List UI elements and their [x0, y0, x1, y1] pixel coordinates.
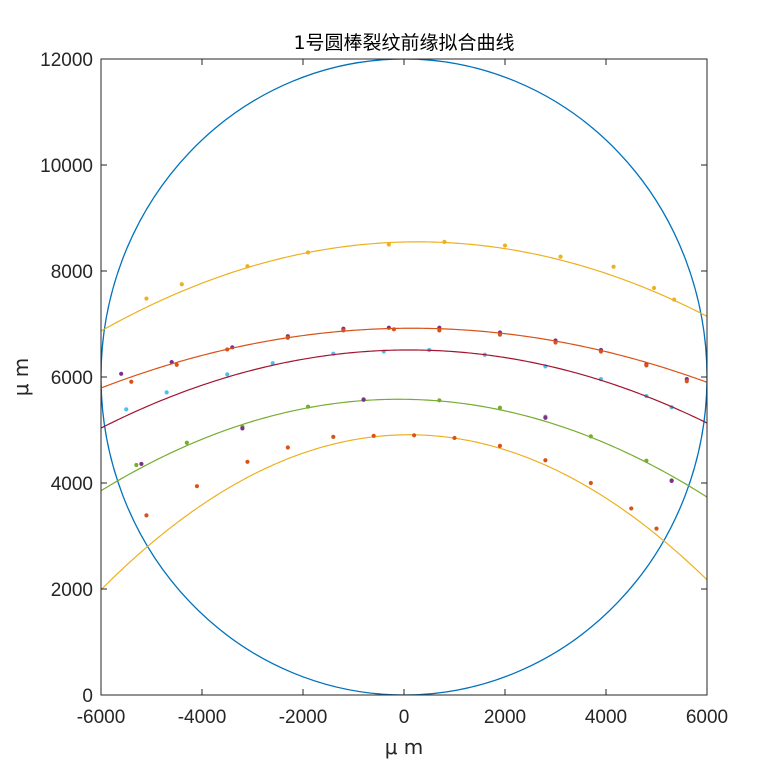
x-axis-label: μ m	[385, 735, 424, 759]
x-tick-label: 6000	[686, 707, 728, 728]
data-point-1-2	[179, 282, 184, 287]
data-point-1-1	[144, 296, 149, 301]
data-point-1-5	[386, 242, 391, 247]
data-point-1-10	[651, 285, 657, 291]
data-point-6-6	[437, 398, 442, 403]
data-point-8-13	[654, 526, 659, 531]
data-point-3-6	[391, 327, 396, 332]
y-tick-label: 10000	[40, 156, 93, 177]
y-tick-label: 12000	[40, 50, 93, 71]
data-point-4-2	[164, 390, 169, 395]
data-point-3-7	[437, 328, 442, 333]
fit-curve-6	[101, 398, 707, 498]
data-point-8-1	[144, 513, 149, 518]
data-point-8-4	[285, 445, 290, 450]
x-tick-label: -6000	[77, 707, 126, 728]
y-tick-label: 6000	[51, 368, 93, 389]
data-point-3-12	[684, 379, 689, 384]
y-tick-label: 8000	[51, 262, 93, 283]
data-point-1-11	[672, 297, 677, 302]
data-point-9-1	[139, 461, 144, 467]
data-point-8-11	[588, 480, 593, 486]
data-point-3-4	[285, 335, 290, 340]
data-point-9-3	[361, 397, 366, 402]
data-point-8-10	[543, 458, 548, 463]
plot-marks	[101, 59, 707, 695]
data-point-3-11	[644, 363, 649, 368]
data-point-6-4	[305, 404, 311, 409]
data-point-4-1	[124, 407, 129, 412]
fit-curve-3	[101, 327, 707, 389]
data-point-6-10	[644, 458, 649, 463]
data-point-3-5	[341, 328, 346, 333]
fit-curve-1	[101, 241, 707, 332]
x-tick-label: -2000	[279, 707, 328, 728]
data-point-8-3	[245, 459, 250, 464]
data-point-1-6	[442, 239, 447, 244]
chart-title: 1号圆棒裂纹前缘拟合曲线	[293, 32, 514, 54]
data-point-1-4	[305, 250, 311, 255]
data-point-8-9	[497, 443, 503, 448]
data-point-6-9	[588, 434, 593, 439]
data-point-4-4	[270, 361, 275, 366]
x-tick-label: 2000	[484, 707, 526, 728]
data-point-1-8	[558, 254, 563, 259]
data-point-2-1	[119, 371, 124, 376]
data-point-8-6	[371, 433, 376, 438]
axis-ticks: -6000 -4000 -2000 0 2000 4000 6000 0 2000 4000 600…	[40, 50, 728, 728]
data-point-6-7	[497, 405, 503, 410]
y-tick-label: 2000	[51, 580, 93, 601]
data-point-8-2	[194, 484, 200, 489]
fit-curve-5	[101, 349, 707, 429]
x-tick-label: 4000	[585, 707, 627, 728]
data-point-1-7	[502, 243, 508, 248]
data-point-9-5	[669, 478, 674, 483]
data-point-4-3	[225, 372, 230, 377]
data-point-3-10	[598, 349, 604, 354]
data-point-8-12	[629, 506, 634, 511]
data-point-9-2	[240, 426, 245, 431]
plot-area	[101, 59, 707, 695]
data-point-3-8	[497, 332, 503, 337]
fit-curve-7	[101, 434, 707, 591]
data-point-6-2	[184, 440, 189, 445]
y-axis-label: μ m	[9, 358, 33, 397]
y-tick-label: 4000	[51, 474, 93, 495]
data-point-8-5	[331, 434, 336, 439]
data-point-6-1	[134, 462, 139, 468]
data-point-1-9	[611, 264, 616, 269]
data-point-1-3	[245, 264, 250, 269]
data-point-3-2	[174, 362, 179, 367]
data-point-3-1	[129, 379, 134, 384]
y-tick-label: 0	[82, 686, 93, 707]
x-tick-label: 0	[399, 707, 410, 728]
data-point-9-4	[543, 415, 548, 420]
data-point-3-3	[225, 347, 230, 352]
data-point-3-9	[553, 340, 558, 345]
data-point-8-7	[412, 433, 417, 438]
data-point-8-8	[452, 435, 457, 441]
x-tick-label: -4000	[178, 707, 227, 728]
